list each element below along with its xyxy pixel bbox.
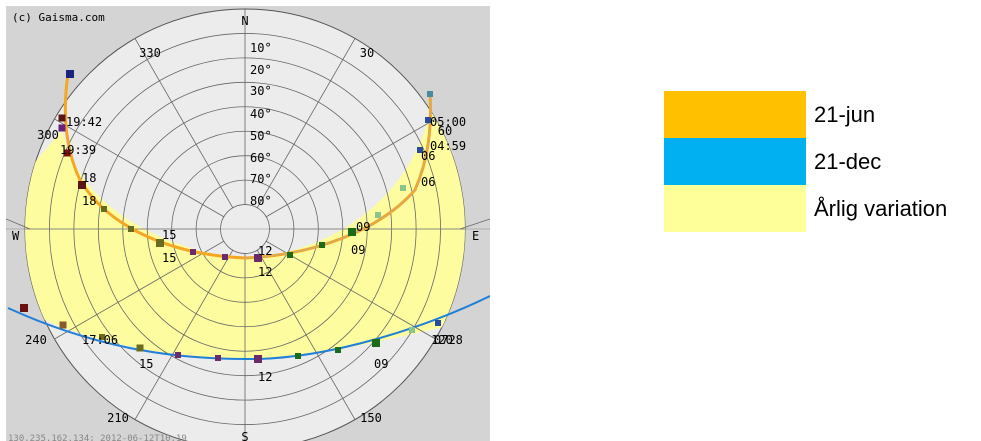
hour-marker [417,147,423,153]
azimuth-label: 30 [360,46,374,60]
altitude-label: 20° [250,63,272,77]
hour-markers [20,70,441,363]
winter-time-label: 12 [258,370,272,384]
summer-time-label: 06 [421,175,435,189]
east-tick [459,218,490,230]
legend-swatch-annual [664,185,806,232]
legend-item-annual: Årlig variation [664,185,947,232]
hour-marker [348,228,356,236]
azimuth-line [134,249,234,420]
winter-time-label: 09 [374,357,388,371]
hour-marker [319,242,325,248]
altitude-label: 50° [250,129,272,143]
compass-south-label: S [241,430,248,441]
altitude-label: 70° [250,172,272,186]
hour-marker [156,239,164,247]
azimuth-label: 150 [360,411,382,425]
hour-marker [287,252,293,258]
azimuth-line [54,240,225,340]
altitude-label: 10° [250,41,272,55]
azimuth-line [265,240,436,340]
summer-time-label: 15 [162,251,176,265]
hour-marker [175,352,181,358]
azimuth-line [265,118,436,218]
hour-marker [254,254,262,262]
source-footer-label: 130.235.162.134; 2012-06-12T10:19 [8,434,187,441]
summer-time-label: 09 [351,243,365,257]
summer-time-label: 12 [258,244,272,258]
summer-time-label: 18 [82,194,96,208]
summer-sun-path-shade [244,91,431,259]
hour-marker [20,304,28,312]
legend-label-annual: Årlig variation [814,195,948,221]
hour-marker [425,117,431,123]
legend-swatch-summer [664,91,806,138]
summer-time-label: 04:59 [430,139,466,153]
summer-time-label: 19:42 [66,115,102,129]
west-tick [6,218,31,230]
copyright-label: (c) Gaisma.com [12,11,105,24]
summer-time-label: 15 [162,228,176,242]
winter-time-label: 0728 [434,333,463,347]
legend: 21-jun 21-dec Årlig variation [664,91,947,232]
hour-marker [99,334,105,340]
azimuth-line [54,118,225,218]
hour-marker [78,181,86,189]
hour-marker [59,321,67,329]
azimuth-label: 210 [107,411,129,425]
compass-east-label: E [472,229,479,243]
altitude-label: 30° [250,84,272,98]
sun-path-diagram: (c) Gaisma.com N W E 330 30 300 60 240 120 210 150 1… [6,6,490,441]
legend-item-winter: 21-dec [664,138,947,185]
azimuth-label: 60 [438,124,452,138]
legend-swatch-winter [664,138,806,185]
hour-marker [66,70,74,78]
azimuth-label: 300 [37,128,59,142]
compass-west-label: W [12,229,20,243]
altitude-label: 40° [250,107,272,121]
hour-marker [222,254,228,260]
hour-marker [335,347,341,353]
compass-north-label: N [241,14,248,28]
altitude-azimuth-grid [6,9,490,441]
legend-label-summer: 21-jun [814,101,876,127]
azimuth-label: 240 [25,333,47,347]
hour-marker [254,355,262,363]
azimuth-label: 330 [139,46,161,60]
hour-marker [427,91,433,97]
hour-marker [372,339,380,347]
summer-time-label: 06 [421,149,435,163]
hour-marker [58,114,66,122]
azimuth-label: 120 [431,333,453,347]
winter-time-label: 15 [139,357,153,371]
summer-time-label: 09 [356,220,370,234]
azimuth-line [256,249,356,420]
hour-marker [400,185,406,191]
summer-time-label: 19:39 [60,143,96,157]
hour-marker [128,226,134,232]
hour-marker [295,353,301,359]
altitude-label: 80° [250,194,272,208]
hour-marker [435,320,441,326]
legend-label-winter: 21-dec [814,148,882,174]
hour-marker [375,212,381,218]
annual-variation-area [25,95,465,359]
winter-time-label: 17:06 [82,333,118,347]
summer-time-label: 05:00 [430,115,466,129]
hour-marker [136,344,144,352]
summer-time-label: 18 [82,171,96,185]
legend-item-summer: 21-jun [664,91,947,138]
hour-marker [58,124,66,132]
hour-marker [215,355,221,361]
hour-marker [63,149,71,157]
azimuth-line [134,38,234,209]
hour-marker [409,327,415,333]
altitude-label: 60° [250,151,272,165]
summer-time-label: 12 [258,265,272,279]
azimuth-line [256,38,356,209]
hour-marker [101,206,107,212]
hour-marker [190,249,196,255]
